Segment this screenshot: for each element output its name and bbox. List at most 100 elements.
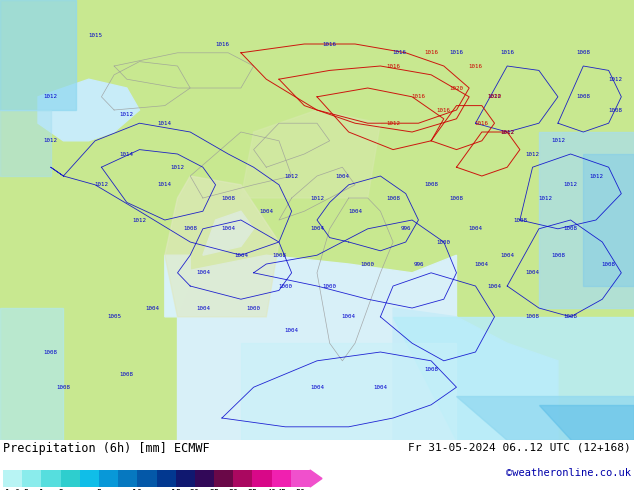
Text: 1012: 1012	[44, 138, 58, 143]
Text: 1004: 1004	[348, 209, 362, 214]
Polygon shape	[456, 396, 634, 440]
Bar	[233, 470, 252, 487]
Text: 1012: 1012	[171, 165, 184, 170]
Text: 1012: 1012	[500, 129, 514, 135]
Bar	[41, 470, 61, 487]
Text: 1008: 1008	[576, 50, 590, 55]
Text: 1: 1	[39, 489, 44, 490]
Text: 20: 20	[190, 489, 200, 490]
Text: 1004: 1004	[221, 226, 235, 231]
Text: 1012: 1012	[526, 151, 540, 156]
Text: 1004: 1004	[310, 226, 324, 231]
Text: 1000: 1000	[323, 284, 337, 289]
Bar	[176, 470, 195, 487]
Text: Precipitation (6h) [mm] ECMWF: Precipitation (6h) [mm] ECMWF	[3, 442, 210, 455]
Bar	[118, 470, 138, 487]
Text: 1008: 1008	[602, 262, 616, 267]
Text: 2: 2	[58, 489, 63, 490]
Bar	[271, 470, 291, 487]
Bar	[252, 470, 271, 487]
Polygon shape	[0, 0, 634, 440]
Text: 1016: 1016	[469, 64, 482, 69]
Text: 1012: 1012	[608, 77, 622, 82]
Text: 1004: 1004	[285, 327, 299, 333]
Text: 1016: 1016	[411, 94, 425, 99]
Text: 1004: 1004	[373, 385, 387, 390]
Text: 30: 30	[228, 489, 238, 490]
Text: 1016: 1016	[437, 107, 451, 113]
Text: 1012: 1012	[500, 129, 514, 135]
Text: 1012: 1012	[285, 173, 299, 178]
Text: 1004: 1004	[500, 253, 514, 258]
Bar	[195, 470, 214, 487]
Text: 1014: 1014	[120, 151, 134, 156]
Text: 1008: 1008	[424, 182, 438, 187]
Text: 1008: 1008	[272, 253, 286, 258]
Text: 1012: 1012	[133, 218, 146, 222]
Text: 35: 35	[247, 489, 257, 490]
Polygon shape	[165, 255, 190, 317]
Text: 25: 25	[209, 489, 219, 490]
Text: 45: 45	[276, 489, 286, 490]
Polygon shape	[241, 343, 456, 440]
Bar	[22, 470, 41, 487]
Text: 1016: 1016	[500, 50, 514, 55]
Polygon shape	[393, 308, 558, 440]
Text: 1004: 1004	[196, 270, 210, 275]
Text: 1012: 1012	[310, 196, 324, 200]
Text: 1004: 1004	[259, 209, 273, 214]
Polygon shape	[38, 79, 139, 141]
Bar	[3, 470, 22, 487]
Text: 1008: 1008	[424, 367, 438, 372]
Text: 1008: 1008	[56, 385, 70, 390]
Text: 1008: 1008	[120, 371, 134, 376]
Text: 1012: 1012	[386, 121, 400, 126]
Text: 1016: 1016	[386, 64, 400, 69]
Bar	[99, 470, 118, 487]
Text: 1016: 1016	[450, 50, 463, 55]
Text: 1004: 1004	[234, 253, 248, 258]
Polygon shape	[0, 110, 51, 176]
Bar	[80, 470, 99, 487]
Text: 1004: 1004	[196, 305, 210, 311]
Text: 1008: 1008	[564, 314, 578, 319]
Polygon shape	[0, 308, 63, 440]
Bar	[214, 470, 233, 487]
Text: 1012: 1012	[120, 112, 134, 117]
Text: 50: 50	[295, 489, 306, 490]
Text: 1012: 1012	[94, 182, 108, 187]
Polygon shape	[583, 154, 634, 286]
Text: 1008: 1008	[551, 253, 565, 258]
Polygon shape	[165, 176, 279, 317]
Text: 1020: 1020	[488, 94, 501, 99]
Text: 1014: 1014	[158, 182, 172, 187]
Text: 996: 996	[413, 262, 424, 267]
Bar	[138, 470, 157, 487]
Text: 1000: 1000	[247, 305, 261, 311]
Polygon shape	[310, 470, 322, 487]
Polygon shape	[178, 255, 456, 440]
Bar	[61, 470, 80, 487]
Text: 1004: 1004	[145, 305, 159, 311]
Text: 1014: 1014	[158, 121, 172, 126]
Text: 1004: 1004	[475, 262, 489, 267]
Polygon shape	[241, 110, 380, 198]
Text: 1016: 1016	[424, 50, 438, 55]
Text: 1016: 1016	[392, 50, 406, 55]
Text: 1008: 1008	[526, 314, 540, 319]
Text: 0.1: 0.1	[0, 489, 11, 490]
Text: 1004: 1004	[488, 284, 501, 289]
Text: 996: 996	[401, 226, 411, 231]
Text: 40: 40	[267, 489, 276, 490]
Text: 1000: 1000	[361, 262, 375, 267]
Text: 1008: 1008	[221, 196, 235, 200]
Text: Fr 31-05-2024 06..12 UTC (12+168): Fr 31-05-2024 06..12 UTC (12+168)	[408, 442, 631, 452]
Text: 1004: 1004	[335, 173, 349, 178]
Text: 1008: 1008	[44, 349, 58, 355]
Text: 1004: 1004	[526, 270, 540, 275]
Text: 1015: 1015	[88, 33, 102, 38]
Text: 1008: 1008	[564, 226, 578, 231]
Text: 10: 10	[133, 489, 142, 490]
Polygon shape	[539, 405, 634, 440]
Polygon shape	[0, 0, 76, 110]
